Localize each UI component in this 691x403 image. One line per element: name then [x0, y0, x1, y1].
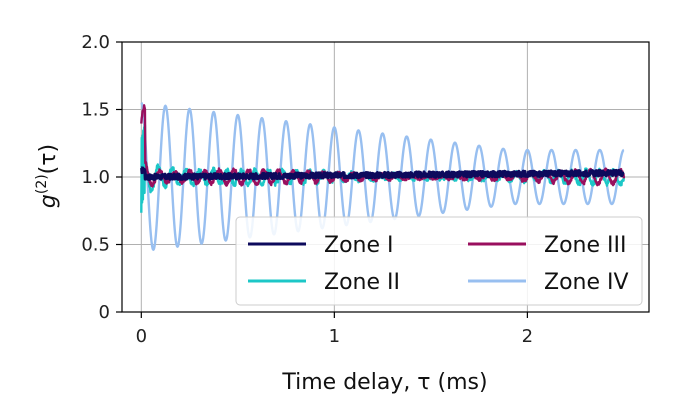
- y-tick-label-4: 2.0: [81, 32, 110, 53]
- x-tick-label-2: 2: [522, 326, 533, 347]
- series-layer: [140, 101, 626, 251]
- legend-box: [235, 216, 643, 306]
- y-axis-label-text: g(2)(τ): [34, 144, 61, 208]
- y-axis-label-arg: (τ): [36, 144, 61, 174]
- y-axis-label-main: g: [36, 194, 61, 208]
- x-axis-label: Time delay, τ (ms): [281, 370, 487, 395]
- x-tick-label-0: 0: [136, 326, 147, 347]
- y-axis-label: g(2)(τ): [34, 144, 61, 208]
- y-axis-label-sup: (2): [34, 174, 50, 194]
- legend-label-zone-ii: Zone II: [324, 270, 400, 295]
- legend-label-zone-iii: Zone III: [544, 233, 626, 258]
- y-tick-label-1: 0.5: [81, 235, 110, 256]
- series-line-zone-iv: [140, 101, 625, 251]
- y-tick-label-3: 1.5: [81, 100, 110, 121]
- legend-label-zone-iv: Zone IV: [544, 270, 629, 295]
- series-line-zone-ii: [140, 123, 626, 213]
- ticks: 0 1 2 0 0.5 1.0 1.5 2.0: [81, 32, 533, 347]
- series-line-zone-i: [140, 166, 626, 182]
- y-tick-label-2: 1.0: [81, 167, 110, 188]
- legend-label-zone-i: Zone I: [324, 233, 394, 258]
- x-tick-label-1: 1: [329, 326, 340, 347]
- legend: Zone I Zone III Zone II Zone IV: [235, 216, 643, 306]
- y-tick-label-0: 0: [99, 302, 110, 323]
